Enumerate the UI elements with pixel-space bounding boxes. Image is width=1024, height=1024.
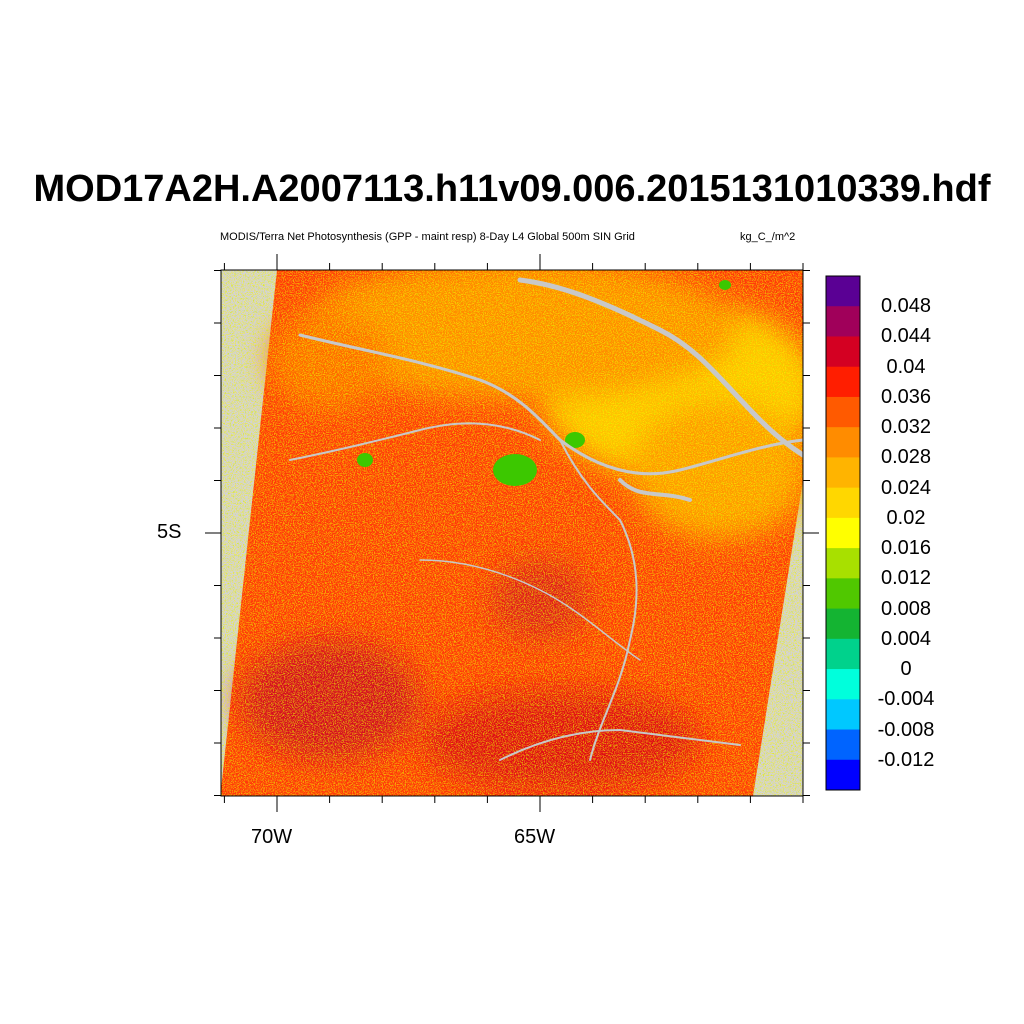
river-network [289, 277, 803, 761]
colorbar-swatch [826, 487, 860, 519]
colorbar-label: -0.008 [877, 718, 935, 741]
colorbar-swatch [826, 366, 860, 398]
colorbar-label: 0.024 [880, 476, 932, 499]
colorbar-swatch [826, 306, 860, 337]
units-label: kg_C_/m^2 [740, 231, 796, 243]
colorbar-label: 0.004 [880, 627, 932, 650]
colorbar-label: 0.036 [880, 385, 932, 408]
speckle-green [221, 270, 803, 796]
colorbar-swatch [826, 729, 860, 761]
colorbar-frame [825, 275, 861, 791]
vegetation-patches [357, 280, 731, 486]
colorbar-swatch [826, 427, 860, 458]
colorbar-swatch [826, 517, 860, 549]
colorbar-label: 0.032 [880, 416, 932, 439]
colorbar-swatch [826, 608, 860, 640]
colorbar-label: 0.012 [880, 567, 932, 590]
colorbar-label: 0.04 [886, 355, 926, 378]
colorbar-swatch [826, 457, 860, 489]
main-title: MOD17A2H.A2007113.h11v09.006.20151310103… [33, 168, 991, 210]
colorbar-swatch [826, 669, 860, 700]
x-tick-label: 65W [514, 826, 556, 848]
colorbar-label: 0.048 [880, 295, 932, 318]
colorbar-label: 0.008 [880, 597, 932, 620]
colorbar-swatch [826, 699, 860, 731]
swath-layer [221, 270, 803, 796]
colorbar-label: 0.016 [880, 537, 932, 560]
x-tick-label: 70W [251, 826, 293, 848]
colorbar-swatch [826, 396, 860, 428]
colorbar-label: 0.02 [886, 506, 926, 529]
colorbar-swatch [826, 276, 860, 307]
colorbar [825, 275, 861, 791]
colorbar-swatch [826, 578, 860, 610]
map-subtitle: MODIS/Terra Net Photosynthesis (GPP - ma… [220, 231, 635, 243]
colorbar-swatch [826, 336, 860, 368]
colorbar-label: -0.004 [877, 688, 935, 711]
colorbar-swatch [826, 638, 860, 670]
colorbar-label: 0.044 [880, 325, 932, 348]
colorbar-label: 0.028 [880, 446, 932, 469]
colorbar-swatch [826, 759, 860, 791]
colorbar-label: 0 [900, 658, 912, 681]
colorbar-swatch [826, 548, 860, 579]
colorbar-label: -0.012 [877, 748, 935, 771]
y-tick-label: 5S [157, 521, 182, 543]
axis-ticks [205, 254, 819, 812]
